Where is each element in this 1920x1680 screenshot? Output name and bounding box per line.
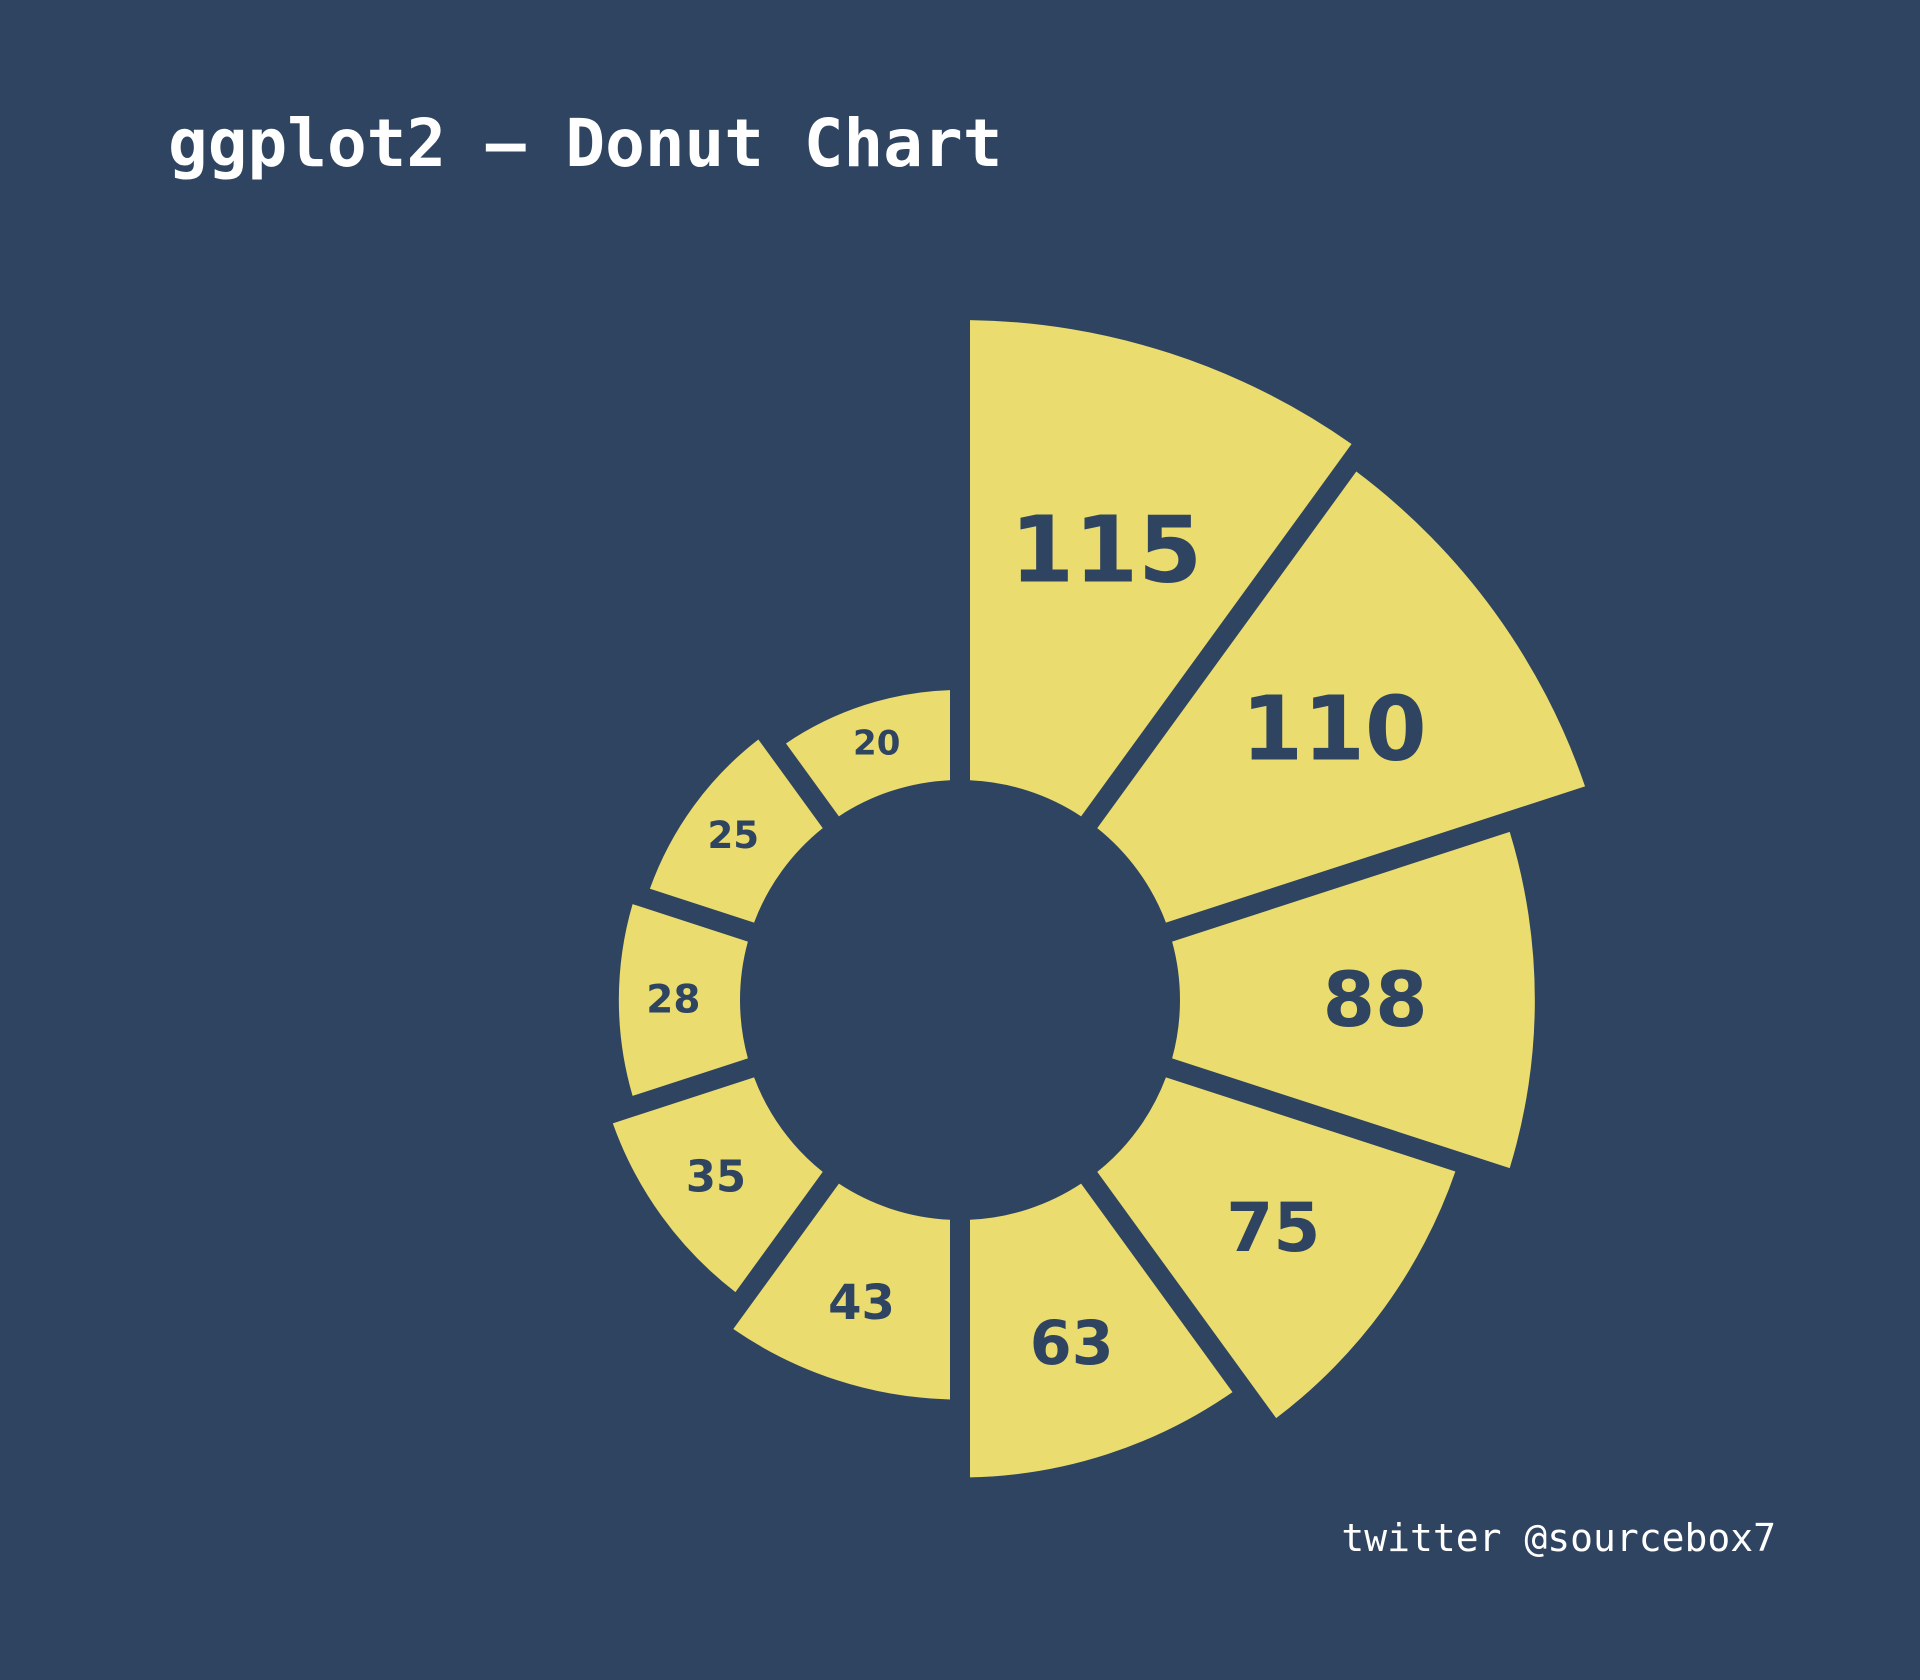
slice-label-88: 88	[1323, 956, 1428, 1044]
donut-slice-110	[1097, 471, 1586, 923]
donut-slice-88	[1172, 831, 1535, 1169]
donut-slice-20	[785, 690, 950, 817]
twitter-credit: twitter @sourcebox7	[1341, 1516, 1776, 1560]
slice-label-35: 35	[686, 1152, 746, 1202]
donut-slice-75	[1097, 1077, 1456, 1419]
donut-slice-63	[970, 1183, 1233, 1478]
slice-label-43: 43	[828, 1275, 895, 1331]
slice-label-110: 110	[1241, 676, 1427, 780]
slice-label-25: 25	[707, 814, 759, 857]
slice-label-28: 28	[646, 978, 700, 1023]
donut-slice-115	[970, 320, 1352, 817]
chart-title: ggplot2 – Donut Chart	[168, 105, 1003, 182]
donut-slice-25	[649, 739, 823, 923]
slice-label-115: 115	[1010, 497, 1202, 604]
donut-slice-35	[612, 1077, 823, 1293]
donut-slice-28	[618, 904, 748, 1096]
slice-label-20: 20	[853, 724, 900, 764]
slice-label-75: 75	[1226, 1188, 1320, 1267]
donut-slice-43	[733, 1183, 950, 1400]
slice-label-63: 63	[1030, 1309, 1114, 1379]
